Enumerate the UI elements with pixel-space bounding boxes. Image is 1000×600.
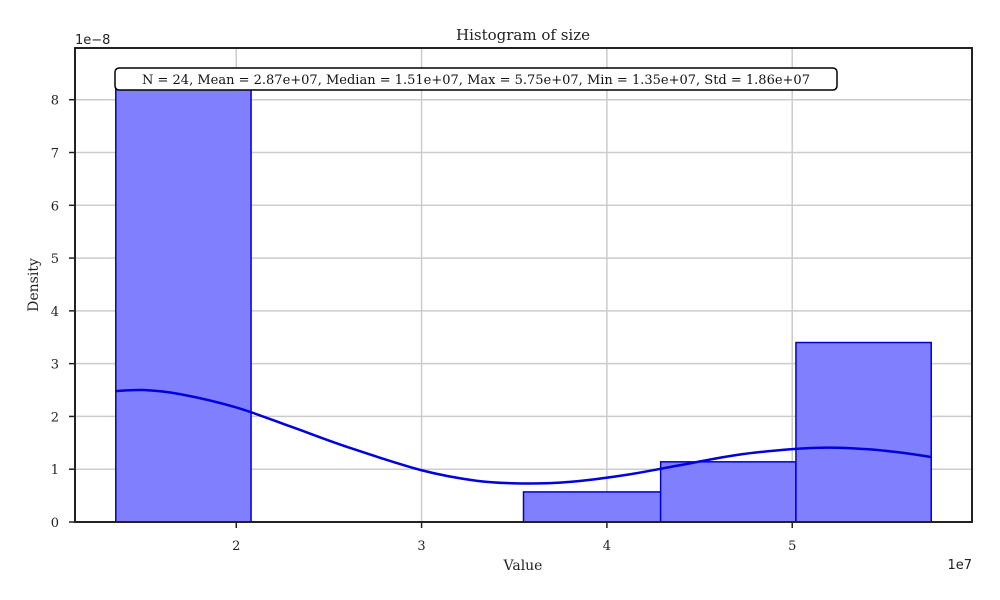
y-tick-label: 6: [51, 199, 59, 214]
y-tick-label: 0: [51, 516, 59, 531]
stats-box: N = 24, Mean = 2.87e+07, Median = 1.51e+…: [114, 67, 838, 91]
x-tick-label: 4: [603, 539, 611, 554]
stats-text: N = 24, Mean = 2.87e+07, Median = 1.51e+…: [142, 73, 810, 88]
histogram-bar: [795, 341, 932, 523]
x-tick-label: 3: [417, 539, 425, 554]
histogram-bar: [659, 461, 797, 523]
axes-frame: [74, 47, 973, 523]
y-axis-multiplier: 1e−8: [75, 33, 110, 48]
y-tick-label: 7: [51, 147, 59, 162]
histogram-bar: [522, 491, 662, 523]
x-axis-title: Value: [503, 558, 543, 574]
y-axis-title: Density: [26, 258, 42, 312]
y-tick-label: 3: [51, 358, 59, 373]
stats-box-frame: [114, 67, 838, 91]
chart-title: Histogram of size: [456, 26, 590, 44]
y-axis-ticks: 0 1 2 3 4 5 6 7 8: [51, 94, 75, 531]
histogram-bar: [115, 88, 252, 523]
x-tick-label: 2: [232, 539, 240, 554]
histogram-bars: [115, 88, 932, 523]
y-tick-label: 1: [51, 463, 59, 478]
x-axis-ticks: 2 3 4 5: [232, 522, 796, 554]
x-tick-label: 5: [788, 539, 796, 554]
y-tick-label: 4: [51, 305, 59, 320]
y-tick-label: 8: [51, 94, 59, 109]
kde-curve: [115, 388, 932, 485]
y-tick-label: 2: [51, 410, 59, 425]
y-tick-label: 5: [51, 252, 59, 267]
x-axis-multiplier: 1e7: [947, 558, 972, 573]
